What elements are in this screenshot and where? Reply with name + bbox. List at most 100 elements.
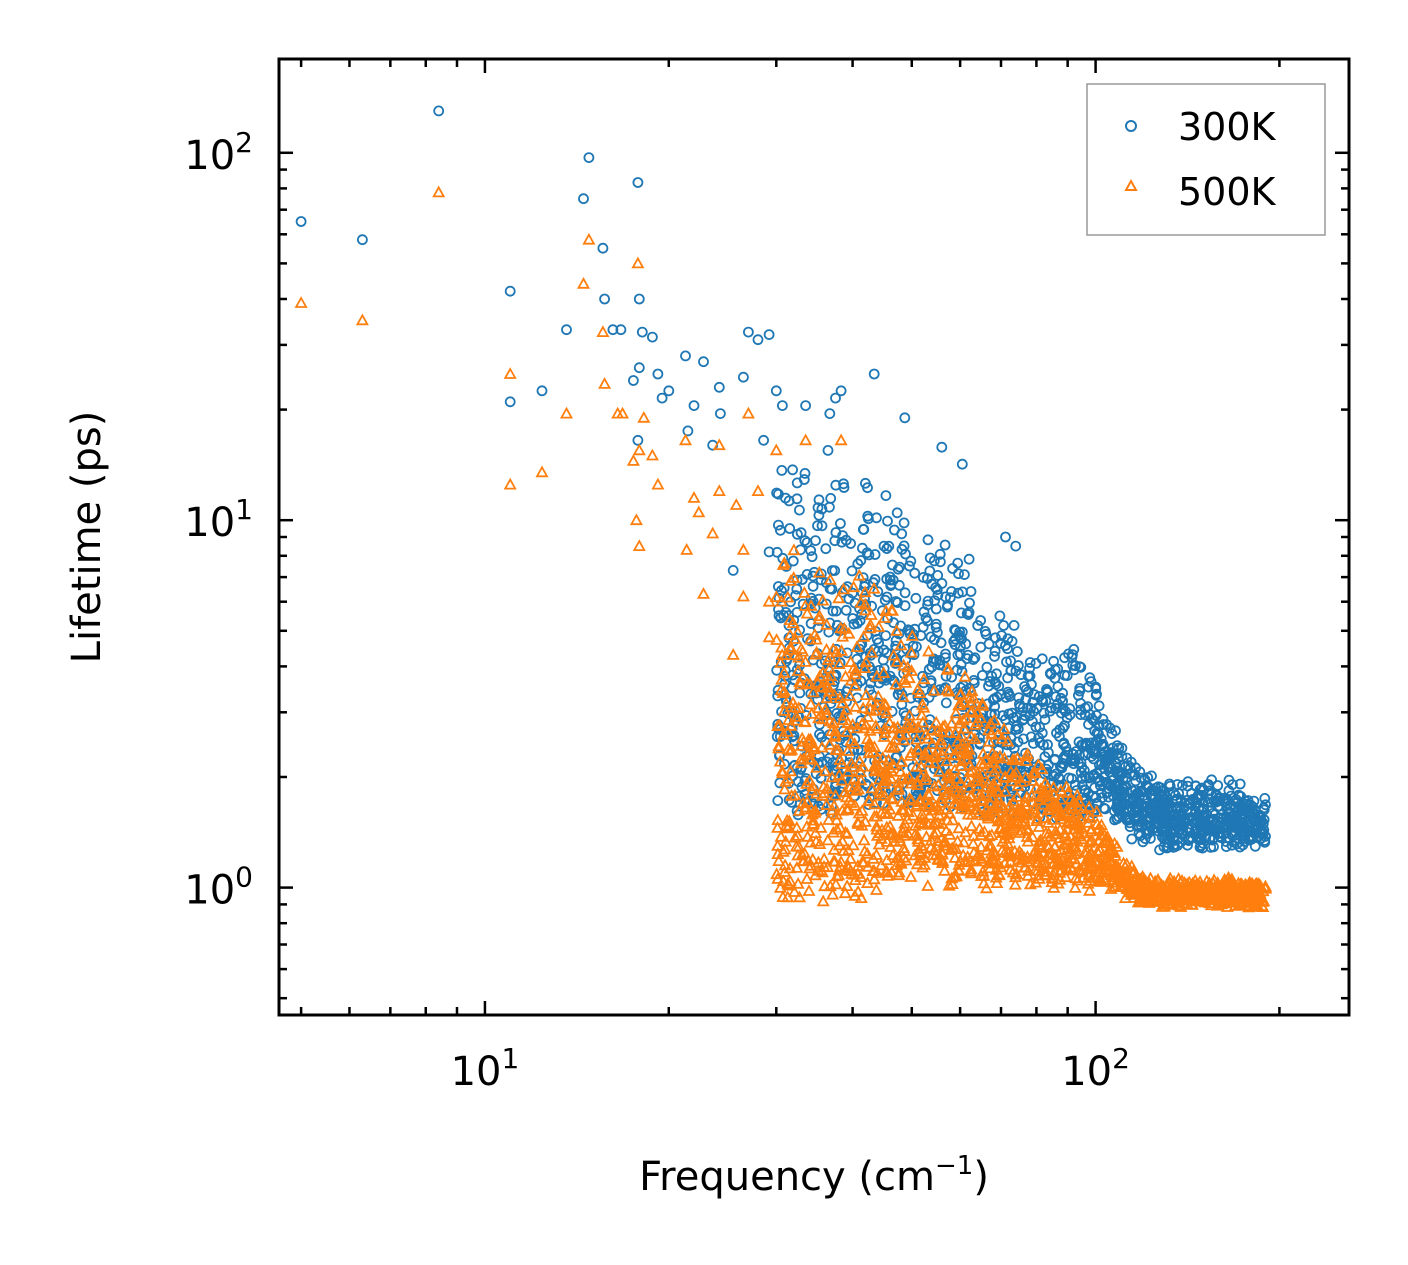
data-point (930, 724, 945, 736)
data-point (1204, 833, 1216, 845)
data-point (925, 803, 939, 816)
data-point (952, 792, 966, 805)
data-point (887, 648, 901, 661)
data-point (791, 829, 805, 841)
data-point (841, 647, 853, 659)
data-point (897, 828, 911, 841)
data-point (1106, 873, 1120, 886)
data-point (927, 843, 941, 856)
data-point (582, 232, 596, 245)
data-point (771, 546, 783, 558)
data-point (791, 625, 805, 638)
data-point (783, 613, 797, 625)
data-point (904, 560, 915, 572)
data-point (803, 861, 817, 874)
data-point (1047, 799, 1062, 811)
data-point (1255, 899, 1269, 912)
data-point (1231, 797, 1242, 808)
data-point (835, 757, 849, 769)
data-point (811, 855, 825, 868)
data-point (879, 774, 893, 787)
data-point (860, 732, 875, 744)
data-point (976, 864, 990, 877)
data-point (1075, 709, 1087, 720)
data-point (743, 326, 754, 338)
data-point (804, 697, 818, 710)
data-point (834, 433, 848, 446)
data-point (922, 644, 936, 657)
data-point (762, 630, 776, 643)
data-point (1008, 844, 1022, 857)
data-point (1064, 792, 1078, 804)
data-point (1066, 755, 1078, 767)
legend-marker-300K (1125, 120, 1137, 132)
data-point (1014, 698, 1025, 710)
data-point (1183, 813, 1195, 825)
data-point (841, 859, 855, 871)
data-point (870, 866, 884, 878)
data-point (936, 441, 948, 453)
data-point (1099, 753, 1111, 765)
data-point (738, 371, 749, 383)
data-point (786, 616, 800, 628)
plot-frame (277, 57, 1351, 1017)
data-point (1027, 716, 1038, 727)
data-point (1099, 746, 1111, 757)
data-point (1259, 881, 1273, 894)
data-point (1023, 877, 1037, 890)
data-point (921, 731, 935, 744)
data-point (1032, 850, 1046, 863)
data-point (1071, 794, 1086, 806)
data-point (628, 375, 639, 386)
data-point (598, 377, 612, 389)
data-point (878, 644, 890, 656)
data-point (819, 642, 834, 655)
data-point (983, 638, 995, 650)
data-point (1162, 837, 1173, 848)
data-point (950, 772, 964, 784)
data-point (1175, 805, 1186, 816)
data-point (902, 708, 917, 721)
data-point (983, 796, 998, 809)
data-point (854, 891, 868, 903)
data-point (1098, 873, 1112, 886)
data-point (803, 774, 817, 786)
data-point (854, 615, 866, 626)
data-point (883, 828, 897, 840)
data-point (1142, 828, 1153, 840)
data-point (858, 814, 872, 827)
data-point (930, 603, 942, 615)
data-point (820, 577, 832, 589)
data-point (805, 807, 819, 820)
data-point (1046, 813, 1060, 825)
data-point (890, 640, 901, 652)
data-point (1075, 661, 1087, 673)
data-point (736, 589, 750, 602)
data-point (848, 737, 862, 749)
data-point (1064, 829, 1078, 842)
data-point (800, 776, 814, 789)
data-point (865, 781, 879, 794)
data-point (981, 811, 995, 824)
data-point (1049, 753, 1061, 765)
data-point (1190, 884, 1204, 897)
data-point (918, 851, 932, 863)
data-point (812, 609, 827, 621)
data-point (883, 819, 897, 832)
data-point (1064, 809, 1078, 821)
data-point (922, 788, 936, 801)
data-point (997, 751, 1012, 764)
data-point (1036, 797, 1050, 810)
data-point (800, 676, 814, 689)
data-point (827, 605, 839, 617)
data-point (959, 569, 970, 580)
data-point (976, 794, 990, 807)
data-point (1010, 665, 1022, 677)
data-point (863, 621, 877, 634)
data-point (932, 570, 944, 581)
data-point (857, 524, 869, 535)
data-point (1131, 814, 1142, 826)
data-point (791, 477, 803, 489)
data-point (881, 807, 895, 819)
data-point (857, 572, 869, 583)
